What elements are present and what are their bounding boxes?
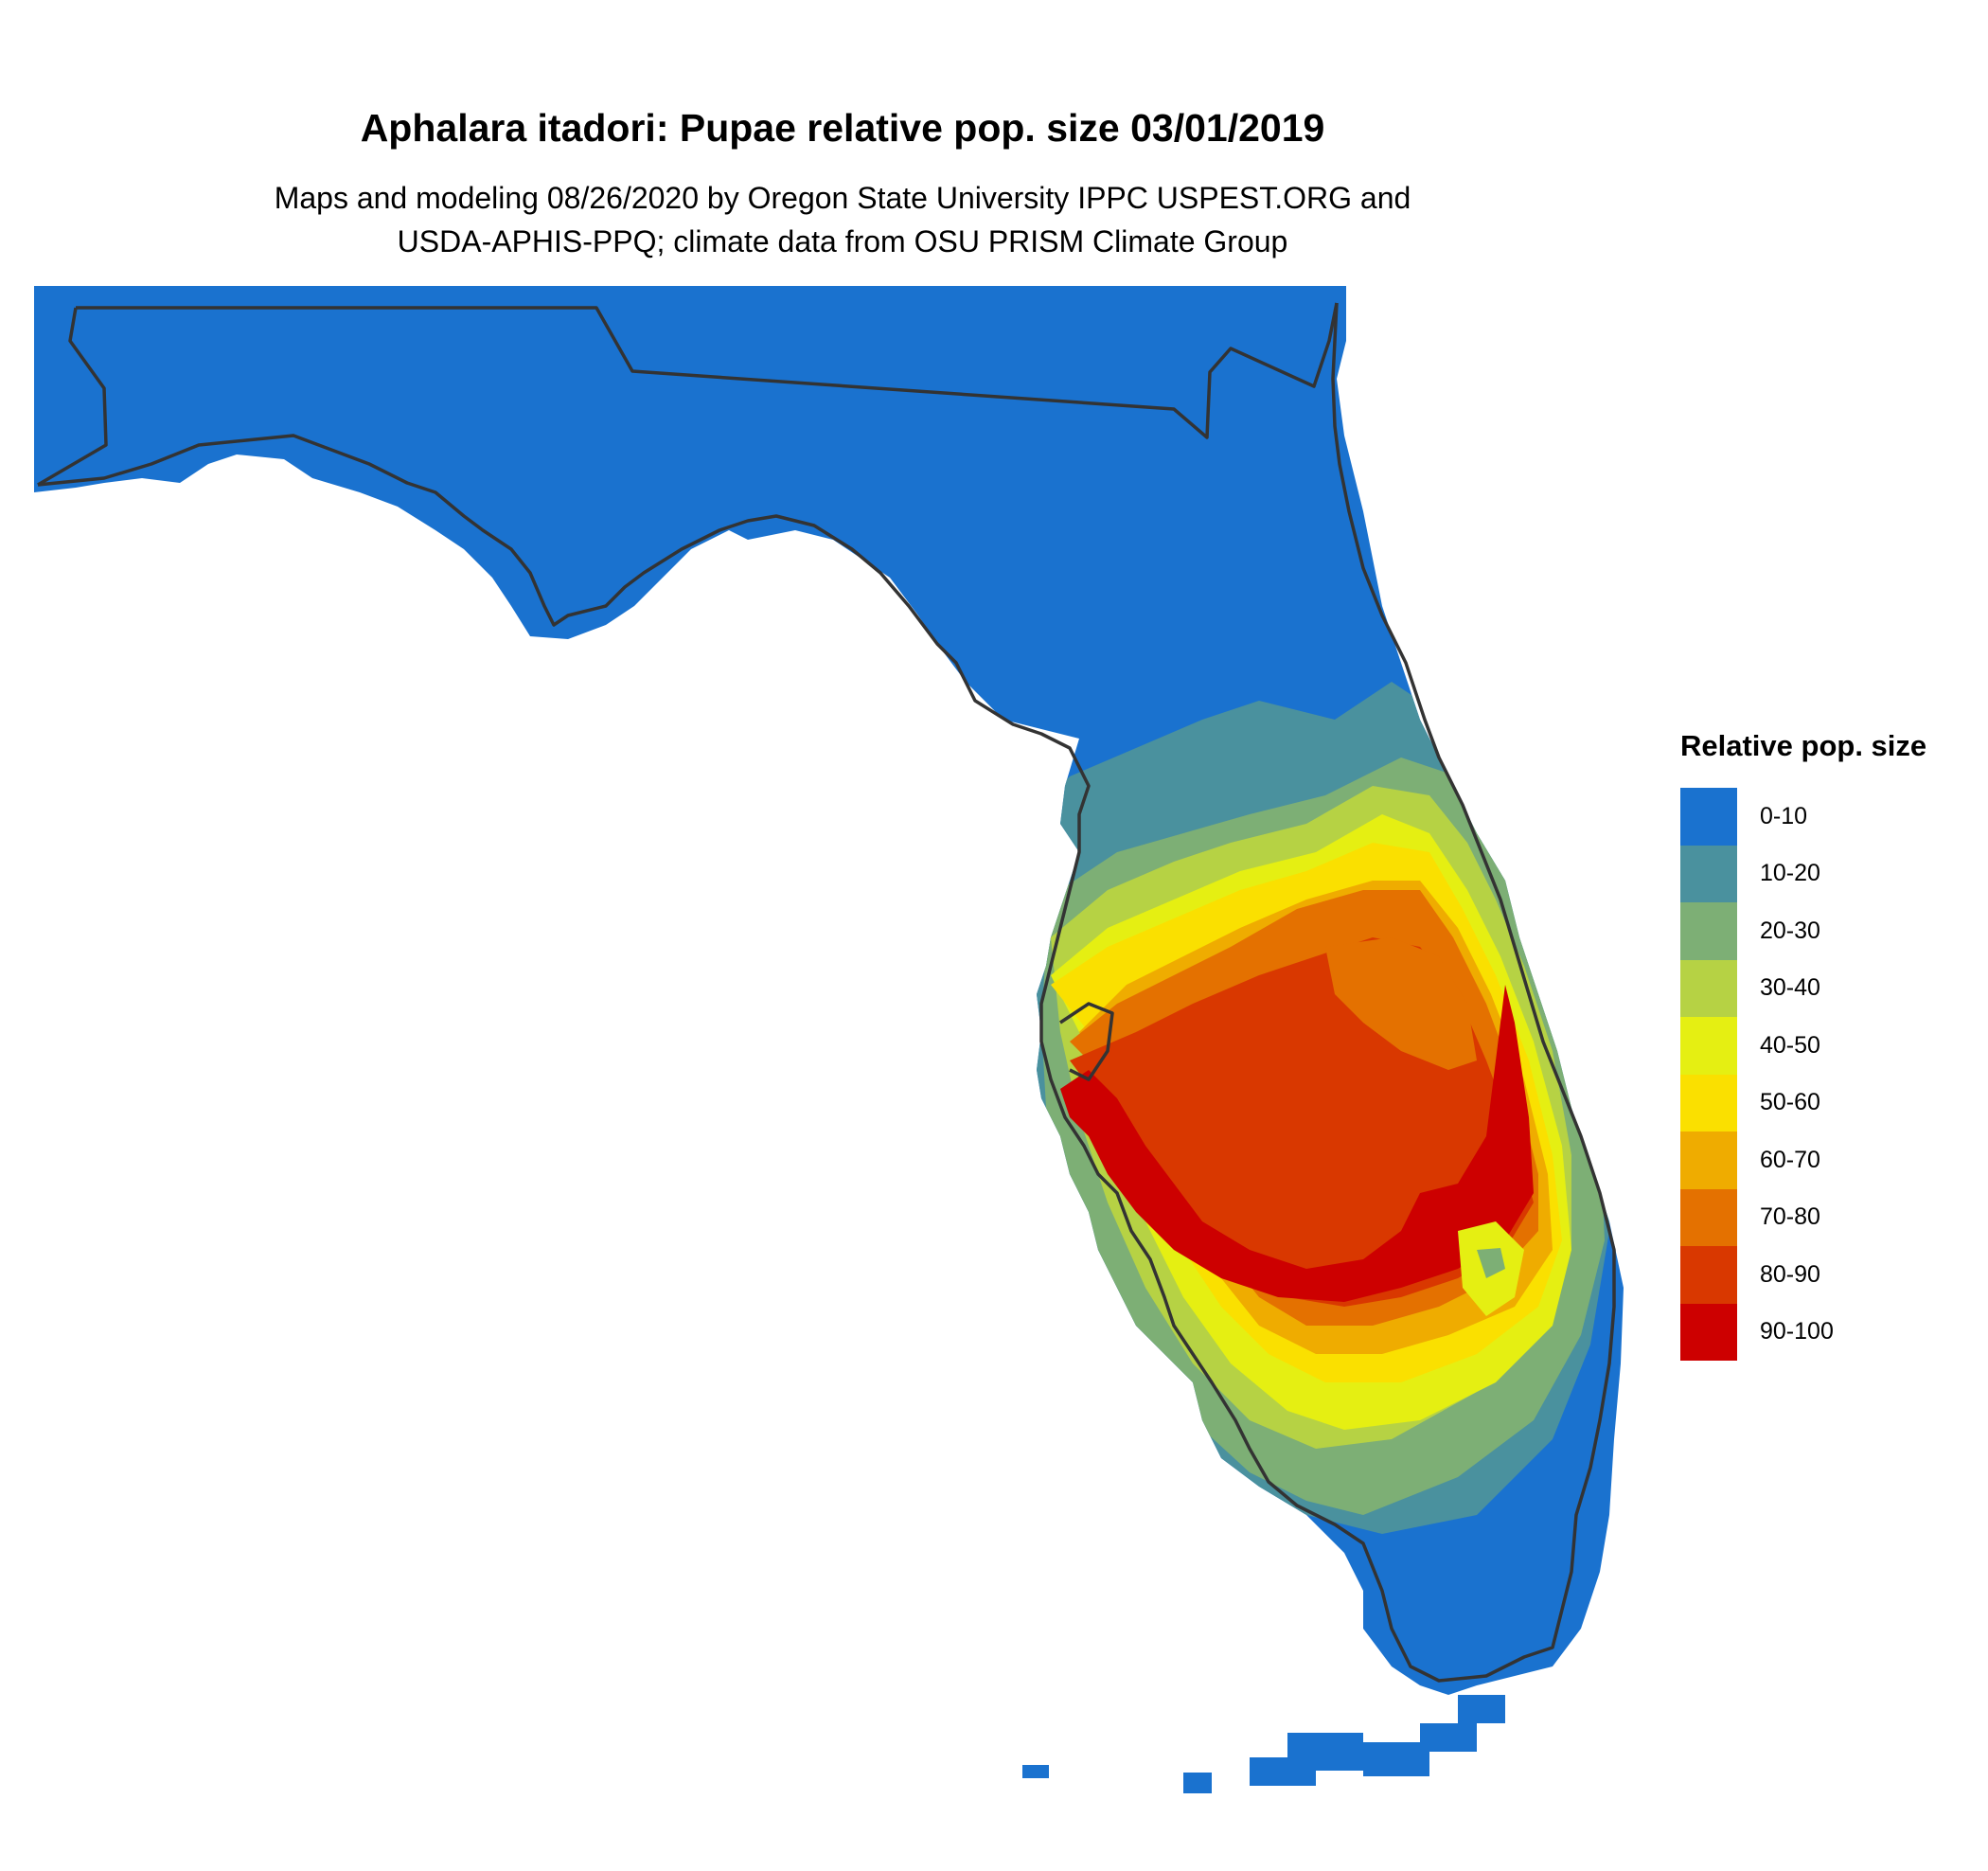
legend-title: Relative pop. size — [1680, 729, 1927, 762]
legend-label: 30-40 — [1760, 974, 1820, 1002]
boundary-lines — [37, 302, 1616, 1683]
legend-item: 40-50 — [1680, 1017, 1983, 1075]
subtitle-line-1: Maps and modeling 08/26/2020 by Oregon S… — [274, 181, 1411, 215]
legend-label: 40-50 — [1760, 1031, 1820, 1059]
zone-20-30-east-patch — [1477, 1248, 1505, 1278]
legend-items: 0-10 10-20 20-30 30-40 40-50 50-60 60-70 70-80 8… — [1680, 788, 1983, 1361]
map-subtitle: Maps and modeling 08/26/2020 by Oregon S… — [0, 176, 1685, 263]
florida-map — [34, 286, 1624, 1793]
legend-label: 90-100 — [1760, 1318, 1834, 1345]
zone-70-80-patch — [1325, 937, 1477, 1070]
legend-item: 10-20 — [1680, 845, 1983, 902]
legend-swatch — [1680, 1246, 1737, 1304]
legend-item: 60-70 — [1680, 1132, 1983, 1189]
legend: Relative pop. size 0-10 10-20 20-30 30-40 40… — [1680, 729, 1983, 1361]
subtitle-line-2: USDA-APHIS-PPQ; climate data from OSU PR… — [397, 224, 1288, 258]
florida-keys — [1022, 1695, 1505, 1793]
legend-swatch — [1680, 902, 1737, 960]
legend-item: 90-100 — [1680, 1303, 1983, 1361]
legend-item: 50-60 — [1680, 1074, 1983, 1132]
legend-swatch — [1680, 845, 1737, 902]
legend-swatch — [1680, 1132, 1737, 1189]
legend-item: 20-30 — [1680, 902, 1983, 960]
legend-item: 30-40 — [1680, 959, 1983, 1017]
legend-label: 10-20 — [1760, 860, 1820, 887]
zone-90-100 — [1060, 985, 1534, 1302]
legend-swatch — [1680, 1188, 1737, 1246]
legend-label: 0-10 — [1760, 802, 1808, 829]
legend-item: 80-90 — [1680, 1246, 1983, 1304]
legend-label: 70-80 — [1760, 1203, 1820, 1231]
legend-swatch — [1680, 1074, 1737, 1132]
legend-label: 50-60 — [1760, 1089, 1820, 1116]
legend-item: 70-80 — [1680, 1188, 1983, 1246]
legend-label: 60-70 — [1760, 1146, 1820, 1173]
legend-swatch — [1680, 959, 1737, 1017]
legend-swatch — [1680, 788, 1737, 846]
legend-swatch — [1680, 1017, 1737, 1075]
legend-label: 20-30 — [1760, 917, 1820, 944]
legend-item: 0-10 — [1680, 788, 1983, 846]
map-title: Aphalara itadori: Pupae relative pop. si… — [360, 106, 1325, 150]
legend-label: 80-90 — [1760, 1260, 1820, 1288]
legend-swatch — [1680, 1303, 1737, 1361]
